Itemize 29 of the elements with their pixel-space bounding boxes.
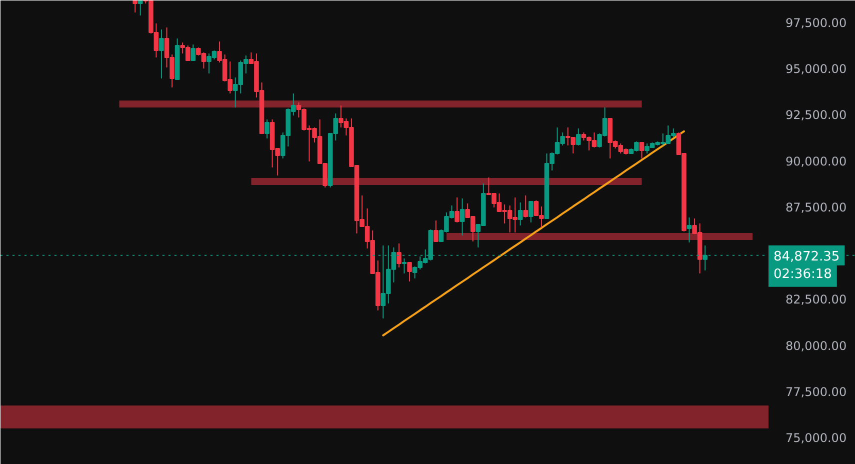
candlestick bbox=[396, 242, 402, 268]
candlestick bbox=[454, 196, 460, 223]
candlestick bbox=[138, 0, 143, 16]
y-tick-label: 92,500.00 bbox=[786, 108, 847, 122]
candlestick bbox=[686, 216, 692, 243]
y-tick-label: 97,500.00 bbox=[786, 16, 847, 30]
candlestick bbox=[518, 202, 523, 226]
candlestick bbox=[434, 220, 438, 242]
candlestick bbox=[523, 194, 528, 218]
annotation: 02:36:18 bbox=[774, 266, 832, 282]
candlestick bbox=[460, 198, 465, 236]
y-tick-label: 75,000.00 bbox=[786, 431, 847, 446]
y-tick-label: 80,000.00 bbox=[786, 338, 847, 353]
candlestick bbox=[576, 128, 581, 146]
candlestick bbox=[264, 118, 270, 139]
y-tick-label: 77,500.00 bbox=[786, 384, 847, 399]
candlestick bbox=[190, 44, 196, 61]
candlestick bbox=[402, 258, 407, 274]
y-tick-label: 95,000.00 bbox=[786, 62, 847, 76]
candlestick bbox=[132, 0, 138, 13]
ref-line-label: 84,872.35 bbox=[774, 249, 840, 264]
line-series bbox=[382, 130, 685, 336]
y-tick-label: 82,500.00 bbox=[786, 292, 847, 307]
candlestick bbox=[528, 200, 534, 223]
candlestick bbox=[639, 142, 644, 159]
candlestick bbox=[159, 28, 164, 79]
candlestick bbox=[407, 262, 412, 282]
y-tick-label: 87,500.00 bbox=[786, 200, 847, 214]
y-tick-label: 90,000.00 bbox=[786, 154, 847, 168]
